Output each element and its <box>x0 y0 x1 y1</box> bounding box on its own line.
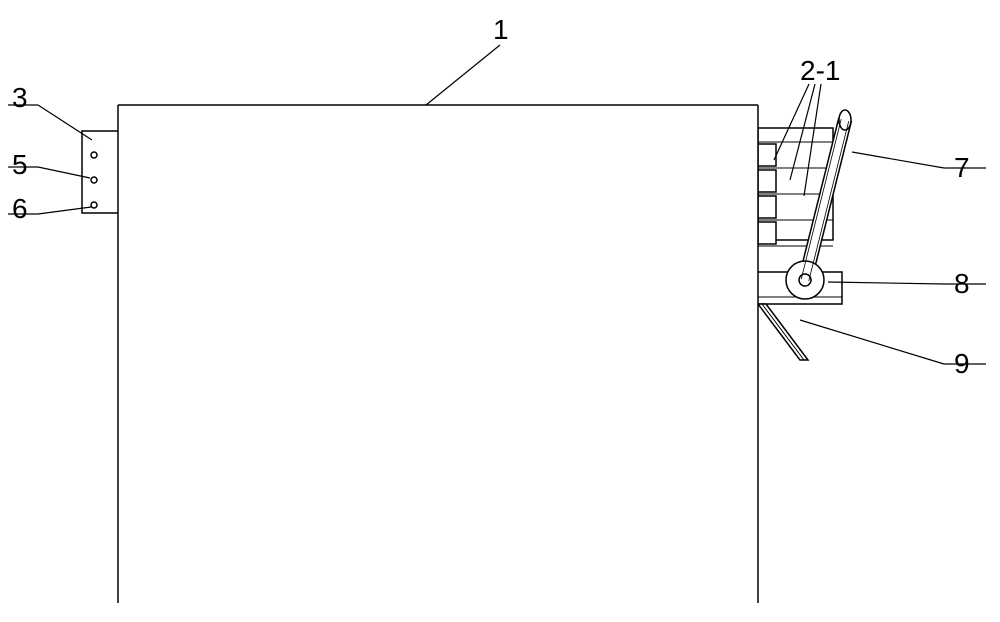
callout-label: 1 <box>493 14 509 46</box>
callout-label: 8 <box>954 268 970 300</box>
callout-label: 5 <box>12 149 28 181</box>
callout-label: 3 <box>12 82 28 114</box>
callout-label: 9 <box>954 348 970 380</box>
callout-label: 7 <box>954 152 970 184</box>
callout-label: 2-1 <box>800 55 840 87</box>
callout-label: 6 <box>12 193 28 225</box>
diagram-canvas <box>0 0 1000 622</box>
